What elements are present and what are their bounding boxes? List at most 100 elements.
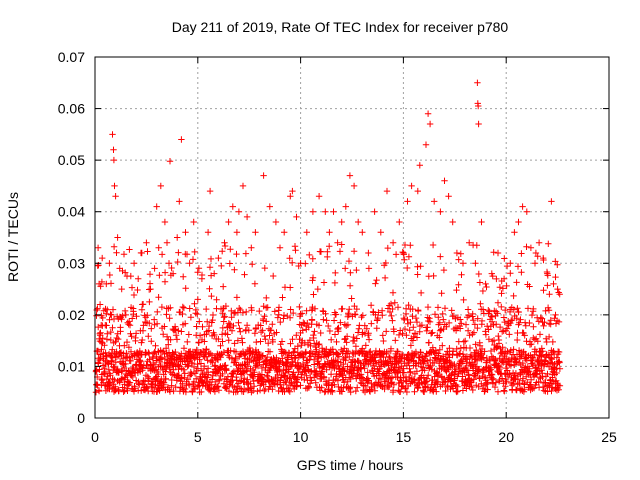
scatter-point bbox=[425, 339, 433, 346]
scatter-point bbox=[441, 305, 449, 312]
scatter-point bbox=[431, 198, 438, 205]
scatter-point bbox=[360, 382, 367, 389]
scatter-point bbox=[322, 310, 329, 317]
scatter-point bbox=[110, 363, 117, 370]
scatter-point bbox=[354, 384, 361, 391]
scatter-point bbox=[289, 336, 296, 343]
scatter-point bbox=[545, 307, 553, 314]
scatter-point bbox=[260, 317, 267, 324]
scatter-point bbox=[494, 299, 502, 306]
scatter-point bbox=[353, 266, 360, 274]
scatter-point bbox=[414, 271, 421, 278]
scatter-point bbox=[206, 285, 213, 292]
scatter-point bbox=[196, 332, 204, 339]
scatter-point bbox=[385, 353, 393, 360]
scatter-point bbox=[335, 324, 342, 332]
scatter-point bbox=[494, 310, 501, 317]
scatter-point bbox=[323, 346, 330, 353]
scatter-point bbox=[315, 322, 323, 329]
scatter-point bbox=[404, 264, 411, 272]
x-tick-label: 10 bbox=[293, 429, 309, 445]
scatter-point bbox=[211, 270, 218, 277]
scatter-point bbox=[521, 332, 528, 339]
scatter-point bbox=[502, 383, 509, 390]
scatter-point bbox=[405, 253, 413, 260]
scatter-point bbox=[257, 338, 264, 345]
scatter-point bbox=[344, 321, 352, 328]
scatter-point bbox=[444, 383, 451, 391]
chart-title: Day 211 of 2019, Rate Of TEC Index for r… bbox=[172, 19, 509, 35]
scatter-point bbox=[136, 347, 143, 355]
scatter-point bbox=[414, 187, 421, 195]
scatter-point bbox=[495, 362, 502, 369]
scatter-point bbox=[126, 318, 133, 325]
scatter-point bbox=[229, 203, 236, 210]
scatter-point bbox=[291, 355, 298, 362]
scatter-point bbox=[355, 218, 362, 226]
scatter-point bbox=[95, 280, 103, 288]
x-tick-label: 15 bbox=[396, 429, 412, 445]
scatter-point bbox=[431, 311, 439, 318]
scatter-point bbox=[411, 388, 418, 395]
scatter-point bbox=[426, 315, 433, 322]
scatter-point bbox=[120, 388, 127, 395]
scatter-point bbox=[331, 331, 339, 338]
scatter-point bbox=[405, 351, 412, 358]
scatter-point bbox=[326, 243, 333, 250]
scatter-point bbox=[303, 372, 310, 379]
scatter-point bbox=[464, 367, 472, 374]
scatter-point bbox=[122, 360, 129, 368]
scatter-point bbox=[126, 322, 134, 329]
scatter-point bbox=[429, 377, 436, 384]
scatter-point bbox=[174, 234, 181, 241]
scatter-point bbox=[323, 317, 330, 324]
scatter-point bbox=[330, 208, 337, 215]
scatter-point bbox=[501, 318, 508, 326]
scatter-point bbox=[422, 141, 430, 148]
scatter-point bbox=[207, 255, 215, 263]
scatter-point bbox=[284, 356, 292, 363]
scatter-point bbox=[127, 348, 135, 355]
scatter-point bbox=[239, 309, 247, 316]
scatter-point bbox=[459, 260, 467, 267]
scatter-point bbox=[134, 286, 141, 294]
scatter-point bbox=[496, 284, 504, 291]
scatter-point bbox=[334, 377, 342, 384]
scatter-point bbox=[486, 308, 493, 315]
scatter-point bbox=[260, 172, 267, 179]
scatter-point bbox=[109, 131, 116, 138]
scatter-point bbox=[243, 368, 251, 375]
scatter-point bbox=[446, 345, 453, 352]
scatter-point bbox=[204, 374, 211, 381]
scatter-point bbox=[122, 269, 129, 276]
scatter-point bbox=[298, 310, 306, 317]
scatter-point bbox=[309, 274, 317, 281]
scatter-point bbox=[460, 338, 467, 345]
x-tick-labels: 0 5 10 15 20 25 bbox=[91, 429, 617, 445]
scatter-point bbox=[101, 342, 108, 349]
scatter-point bbox=[138, 249, 145, 257]
scatter-point bbox=[457, 316, 464, 323]
scatter-point bbox=[139, 336, 146, 344]
scatter-point bbox=[254, 388, 261, 395]
scatter-point bbox=[540, 254, 547, 262]
scatter-point bbox=[252, 325, 259, 333]
scatter-point bbox=[383, 348, 390, 356]
scatter-point bbox=[532, 249, 540, 257]
scatter-point bbox=[117, 328, 124, 335]
scatter-point bbox=[216, 376, 223, 383]
scatter-point bbox=[484, 386, 491, 393]
scatter-point bbox=[367, 348, 374, 355]
scatter-point bbox=[549, 338, 556, 346]
scatter-point bbox=[225, 337, 232, 344]
scatter-point bbox=[499, 328, 506, 335]
scatter-point bbox=[304, 362, 311, 369]
scatter-point bbox=[416, 328, 423, 335]
scatter-point bbox=[483, 283, 490, 291]
scatter-point bbox=[420, 374, 427, 381]
scatter-point bbox=[473, 242, 480, 249]
scatter-point bbox=[401, 256, 408, 263]
scatter-point bbox=[487, 347, 495, 355]
scatter-point bbox=[266, 203, 273, 210]
scatter-point bbox=[165, 341, 172, 348]
